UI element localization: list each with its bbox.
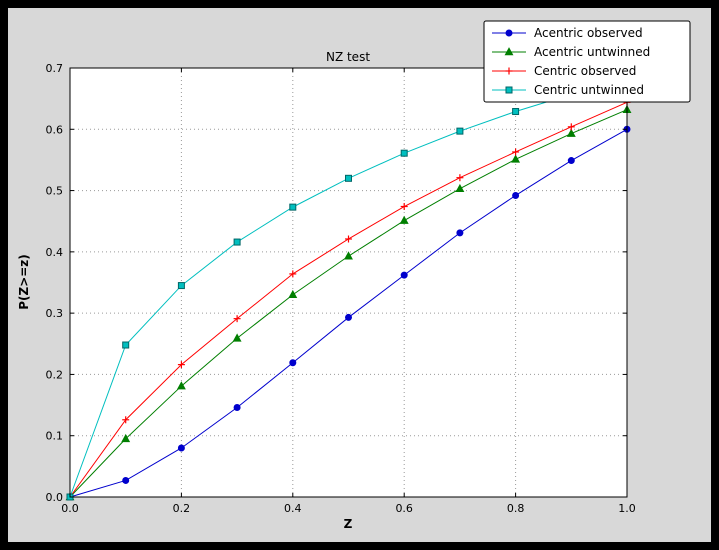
data-series: [65, 74, 632, 501]
marker-triangle: [344, 251, 353, 260]
marker-triangle: [232, 333, 242, 342]
marker-circle: [289, 359, 297, 367]
legend: Acentric observed Acentric untwinned Centr…: [483, 20, 691, 103]
marker-triangle: [504, 47, 514, 56]
y-tick-label: 0.3: [46, 307, 64, 320]
legend-box: [483, 20, 691, 103]
y-axis-label: P(Z>=z): [17, 254, 31, 310]
marker-circle: [400, 271, 408, 279]
y-tick-label: 0.2: [46, 368, 64, 381]
y-tick-label: 0.6: [46, 123, 64, 136]
x-tick-label: 0.8: [507, 502, 525, 515]
marker-triangle: [399, 215, 409, 224]
marker-triangle: [566, 128, 576, 137]
marker-square: [345, 174, 352, 182]
marker-circle: [345, 313, 352, 321]
x-tick-label: 0.2: [173, 502, 191, 515]
marker-circle: [233, 404, 241, 412]
legend-label: Centric untwinned: [534, 83, 644, 97]
marker-square: [456, 127, 464, 135]
x-tick-label: 0.6: [395, 502, 413, 515]
legend-label: Acentric untwinned: [534, 45, 650, 59]
marker-square: [289, 203, 297, 211]
x-tick-label: 0.4: [284, 502, 302, 515]
marker-triangle: [288, 289, 298, 299]
marker-square: [400, 149, 408, 157]
marker-triangle: [455, 183, 465, 193]
axis-ticks: [69, 67, 628, 498]
axes-frame: [69, 67, 628, 498]
marker-circle: [122, 476, 130, 484]
tick-labels: 0.0 0.2 0.4 0.6 0.8 1.0 0.0 0.1 0.2 0.3 0.4 0.5 0.6 0…: [46, 62, 636, 515]
x-axis-label: Z: [344, 517, 353, 531]
y-tick-label: 0.1: [46, 430, 64, 443]
x-tick-label: 1.0: [618, 502, 636, 515]
legend-item: Acentric untwinned: [492, 45, 650, 59]
marker-circle: [177, 444, 185, 452]
marker-circle: [567, 157, 575, 165]
legend-item: Centric untwinned: [492, 83, 644, 97]
legend-label: Centric observed: [534, 64, 636, 78]
y-tick-label: 0.4: [46, 246, 64, 259]
chart-title: NZ test: [326, 50, 370, 64]
marker-square: [512, 108, 520, 116]
x-tick-label: 0.0: [61, 502, 79, 515]
y-tick-label: 0.0: [46, 491, 64, 504]
marker-square: [233, 238, 241, 246]
marker-triangle: [121, 433, 131, 443]
marker-circle: [456, 229, 464, 237]
marker-circle: [505, 29, 513, 37]
marker-square: [177, 282, 185, 290]
plot-background: [70, 68, 627, 497]
y-tick-label: 0.7: [46, 62, 64, 75]
marker-circle: [512, 191, 520, 199]
marker-square: [505, 86, 513, 94]
marker-triangle: [176, 381, 186, 390]
legend-item: Acentric observed: [492, 26, 643, 40]
marker-triangle: [511, 154, 521, 163]
marker-square: [122, 341, 130, 349]
legend-label: Acentric observed: [534, 26, 643, 40]
y-tick-label: 0.5: [46, 185, 64, 198]
legend-item: Centric observed: [492, 64, 636, 78]
